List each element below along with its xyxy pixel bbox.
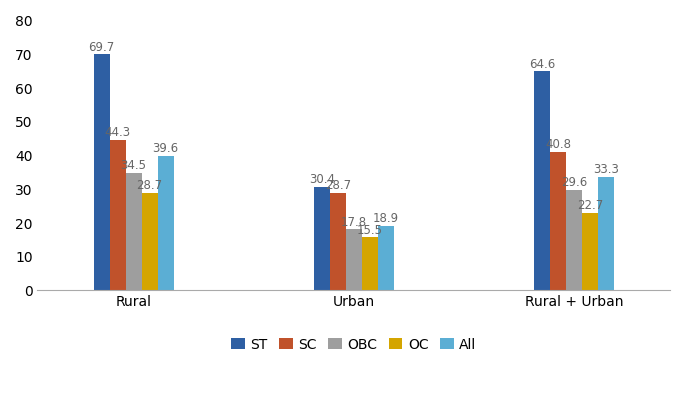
Bar: [110, 141, 125, 290]
Bar: [125, 174, 142, 290]
Bar: [142, 193, 158, 290]
Text: 69.7: 69.7: [88, 41, 114, 53]
Bar: [329, 193, 346, 290]
Text: 22.7: 22.7: [577, 199, 603, 212]
Text: 28.7: 28.7: [325, 178, 351, 192]
Bar: [550, 152, 566, 290]
Text: 40.8: 40.8: [545, 138, 571, 151]
Text: 39.6: 39.6: [153, 142, 179, 155]
Text: 44.3: 44.3: [105, 126, 131, 139]
Bar: [534, 72, 550, 290]
Text: 17.8: 17.8: [340, 215, 366, 228]
Text: 28.7: 28.7: [136, 178, 162, 192]
Legend: ST, SC, OBC, OC, All: ST, SC, OBC, OC, All: [225, 332, 482, 357]
Text: 18.9: 18.9: [373, 212, 399, 225]
Bar: [566, 190, 582, 290]
Bar: [362, 238, 377, 290]
Text: 33.3: 33.3: [593, 163, 619, 176]
Text: 64.6: 64.6: [529, 58, 555, 71]
Bar: [598, 178, 614, 290]
Text: 29.6: 29.6: [561, 176, 587, 188]
Bar: [314, 188, 329, 290]
Bar: [94, 55, 110, 290]
Bar: [346, 230, 362, 290]
Text: 30.4: 30.4: [309, 173, 335, 186]
Bar: [582, 213, 598, 290]
Text: 34.5: 34.5: [121, 159, 147, 172]
Text: 15.5: 15.5: [357, 223, 383, 236]
Bar: [158, 156, 173, 290]
Bar: [377, 226, 394, 290]
